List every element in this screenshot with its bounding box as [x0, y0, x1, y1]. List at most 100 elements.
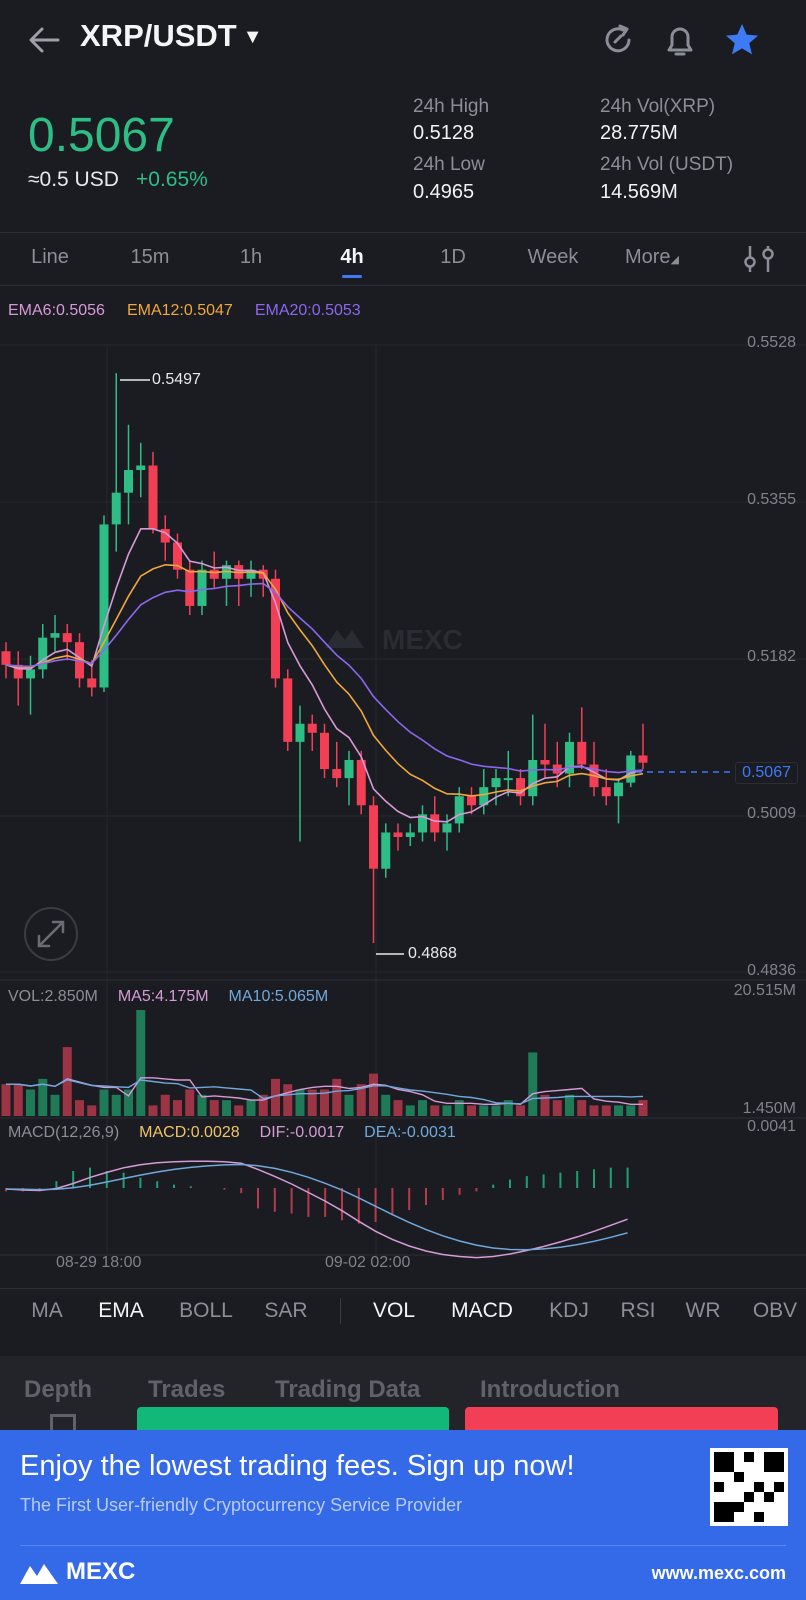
volume-bar [356, 1084, 366, 1116]
bell-icon[interactable] [660, 20, 700, 60]
tab-more[interactable]: More◢ [625, 246, 679, 269]
candle [503, 778, 513, 781]
indicator-obv[interactable]: OBV [752, 1299, 798, 1322]
volume-bar [50, 1094, 60, 1116]
tab-trading-data[interactable]: Trading Data [275, 1376, 421, 1403]
volume-bar [369, 1073, 378, 1116]
candle [185, 569, 195, 606]
candle [271, 578, 280, 679]
ma10-value: MA10:5.065M [228, 988, 329, 1005]
indicator-wr[interactable]: WR [685, 1299, 721, 1322]
pair-selector[interactable]: XRP/USDT ▼ [80, 18, 263, 54]
candle [479, 787, 489, 806]
banner-divider [20, 1545, 786, 1546]
volume-bar [209, 1100, 219, 1116]
tab-introduction[interactable]: Introduction [480, 1376, 620, 1403]
indicator-sar[interactable]: SAR [264, 1299, 308, 1322]
ema-legend: EMA6:0.5056 EMA12:0.5047 EMA20:0.5053 [8, 302, 361, 320]
volume-bar [234, 1105, 244, 1116]
candle [516, 778, 525, 797]
change-percent: +0.65% [136, 168, 208, 191]
candle [62, 633, 72, 643]
candle [454, 796, 464, 824]
candle [26, 669, 35, 679]
tab-week[interactable]: Week [527, 246, 579, 268]
ema12-line [5, 563, 644, 797]
promo-banner[interactable] [0, 1430, 806, 1600]
candle [332, 769, 342, 779]
dif-value: DIF:-0.0017 [259, 1124, 345, 1141]
volume-bar [246, 1100, 256, 1116]
tab-line[interactable]: Line [31, 246, 69, 268]
volume-bar [197, 1094, 207, 1116]
volume-bar [307, 1089, 317, 1116]
volume-bar [185, 1089, 195, 1116]
volume-bar [75, 1100, 84, 1116]
caret-icon: ◢ [670, 254, 680, 266]
tab-trades[interactable]: Trades [148, 1376, 226, 1403]
indicator-ema[interactable]: EMA [98, 1299, 144, 1322]
ema20-value: EMA20:0.5053 [254, 302, 361, 319]
indicator-boll[interactable]: BOLL [179, 1299, 233, 1322]
sliders-icon[interactable] [742, 244, 776, 274]
y-tick: 0.5355 [747, 491, 796, 508]
tab-more-label: More [624, 246, 671, 268]
tab-1d[interactable]: 1D [440, 246, 466, 268]
candle [197, 569, 207, 606]
tab-4h[interactable]: 4h [340, 246, 364, 268]
candle [1, 651, 11, 665]
tab-1h[interactable]: 1h [239, 246, 263, 268]
candle [209, 569, 219, 579]
vol-ma10-line [6, 1079, 644, 1105]
indicator-macd[interactable]: MACD [451, 1299, 513, 1322]
y-tick: 0.4836 [747, 962, 796, 979]
candle [50, 633, 60, 638]
banner-url[interactable]: www.mexc.com [651, 1563, 786, 1583]
volume-bar [111, 1094, 121, 1116]
watermark-text: MEXC [382, 624, 463, 655]
candle [295, 723, 305, 742]
volume-bar [13, 1084, 23, 1116]
candle [577, 741, 587, 765]
banner-title: Enjoy the lowest trading fees. Sign up n… [20, 1450, 575, 1482]
refresh-icon[interactable] [598, 20, 638, 60]
dea-value: DEA:-0.0031 [364, 1124, 456, 1141]
tab-depth[interactable]: Depth [24, 1376, 92, 1403]
star-icon[interactable] [722, 20, 762, 60]
vol-xrp-value: 28.775M [600, 122, 678, 144]
candle [307, 723, 317, 733]
volume-bar [87, 1105, 97, 1116]
expand-icon[interactable] [24, 907, 78, 961]
candle [13, 664, 23, 679]
volume-legend: VOL:2.850M MA5:4.175M MA10:5.065M [8, 988, 328, 1006]
high-value: 0.5128 [413, 122, 475, 144]
candle [552, 764, 562, 774]
tab-15m[interactable]: 15m [130, 246, 170, 268]
macd-value: MACD:0.0028 [139, 1124, 240, 1141]
kline-chart[interactable]: MEXC [0, 0, 806, 1290]
divider [0, 232, 806, 233]
volume-bar [638, 1100, 648, 1116]
volume-bar [148, 1105, 158, 1116]
vol-xrp-label: 24h Vol(XRP) [600, 96, 716, 117]
mexc-logo[interactable]: MEXC [20, 1558, 135, 1586]
high-mark-label: 0.5497 [152, 371, 201, 388]
indicator-rsi[interactable]: RSI [620, 1299, 656, 1322]
indicator-kdj[interactable]: KDJ [549, 1299, 589, 1322]
candle [246, 569, 256, 579]
y-tick: 0.5528 [747, 334, 796, 351]
macd-axis-top: 0.0041 [747, 1118, 796, 1135]
volume-bar [491, 1105, 501, 1116]
macd-params: MACD(12,26,9) [8, 1124, 120, 1141]
macd-legend: MACD(12,26,9) MACD:0.0028 DIF:-0.0017 DE… [8, 1124, 456, 1142]
document-icon[interactable] [50, 1414, 76, 1436]
volume-bar [405, 1105, 415, 1116]
candle [87, 678, 97, 688]
ema12-value: EMA12:0.5047 [126, 302, 233, 319]
candle [283, 678, 293, 742]
volume-bar [577, 1100, 587, 1116]
indicator-ma[interactable]: MA [31, 1299, 63, 1322]
back-arrow-icon[interactable] [24, 20, 64, 60]
indicator-vol[interactable]: VOL [372, 1299, 416, 1322]
candle [491, 778, 501, 788]
